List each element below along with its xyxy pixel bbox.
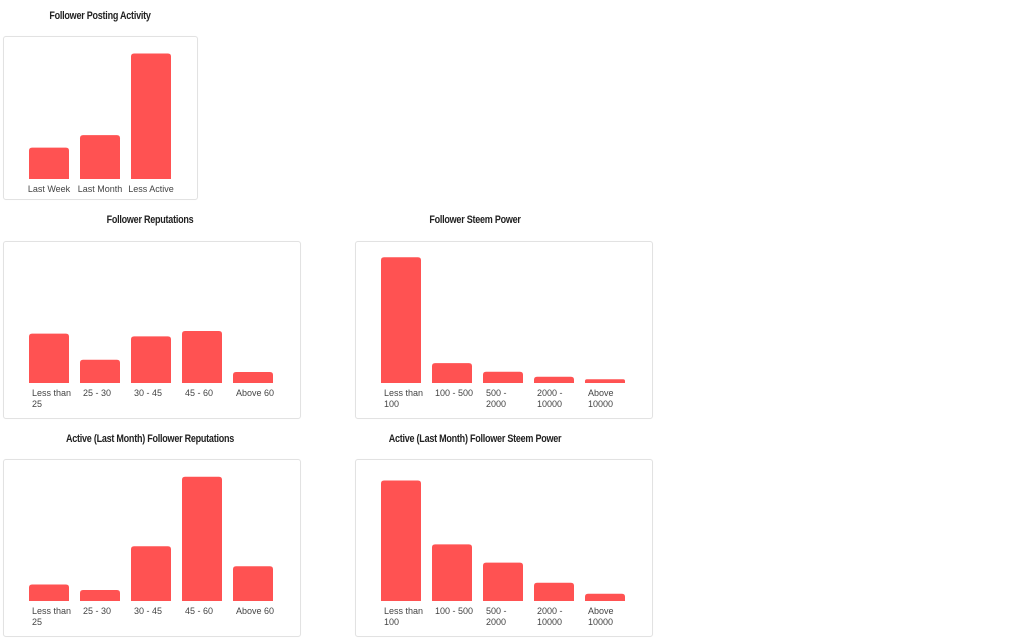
tick-label-active_reputations-2: 30 - 45	[134, 606, 162, 616]
bar-steem_power-2	[483, 371, 523, 383]
tick-label-active_steem_power-2: 500 -2000	[486, 606, 507, 627]
tick-label-active_steem_power-3: 2000 -10000	[537, 606, 563, 627]
tick-label-active_steem_power-0: Less than 100	[384, 606, 423, 627]
tick-label-reputations-2: 30 - 45	[134, 388, 162, 398]
tick-label-steem_power-2: 500 -2000	[486, 388, 507, 409]
bar-active_reputations-4	[233, 566, 273, 601]
chart-svg-active-reputations: Less than 25 25 - 30 30 - 45 45 - 60 Above 60	[29, 476, 274, 627]
tick-label-posting-0: Last Week	[28, 184, 71, 194]
bar-active_reputations-2	[131, 546, 171, 601]
bar-reputations-3	[182, 330, 222, 383]
bar-active_reputations-1	[80, 590, 120, 601]
chart-panel-active-reputations: Less than 25 25 - 30 30 - 45 45 - 60 Above 60	[3, 459, 301, 637]
chart-panel-reputations: Less than 25 25 - 30 30 - 45 45 - 60 Above 60	[3, 241, 301, 419]
bar-reputations-4	[233, 372, 273, 383]
tick-label-reputations-3: 45 - 60	[185, 388, 213, 398]
bar-active_steem_power-4	[585, 593, 625, 601]
chart-panel-steem-power: Less than 100 100 - 500 500 -2000 2000 -1000…	[355, 241, 653, 419]
bar-steem_power-4	[585, 379, 625, 383]
chart-svg-posting: Last Week Last Month Less Active	[28, 53, 174, 194]
bar-steem_power-3	[534, 376, 574, 383]
chart-panel-active-steem-power: Less than 100 100 - 500 500 -2000 2000 -1000…	[355, 459, 653, 637]
bar-reputations-0	[29, 333, 69, 383]
tick-label-active_reputations-3: 45 - 60	[185, 606, 213, 616]
bar-reputations-1	[80, 359, 120, 383]
chart-svg-steem-power: Less than 100 100 - 500 500 -2000 2000 -1000…	[381, 257, 625, 409]
bar-posting-1	[80, 135, 120, 179]
bar-reputations-2	[131, 336, 171, 383]
tick-label-reputations-0: Less than 25	[32, 388, 71, 409]
bar-active_steem_power-3	[534, 582, 574, 601]
tick-label-reputations-4: Above 60	[236, 388, 274, 398]
chart-title-steem-power: Follower Steem Power	[429, 214, 521, 226]
bar-posting-0	[29, 147, 69, 179]
chart-panel-posting: Last Week Last Month Less Active	[3, 36, 198, 200]
bar-steem_power-0	[381, 257, 421, 383]
chart-svg-active-steem-power: Less than 100 100 - 500 500 -2000 2000 -1000…	[381, 480, 625, 627]
bar-active_reputations-0	[29, 584, 69, 601]
tick-label-steem_power-1: 100 - 500	[435, 388, 473, 398]
tick-label-active_reputations-1: 25 - 30	[83, 606, 111, 616]
tick-label-posting-2: Less Active	[128, 184, 174, 194]
bar-posting-2	[131, 53, 171, 179]
chart-title-reputations: Follower Reputations	[106, 214, 194, 226]
chart-title-posting: Follower Posting Activity	[49, 10, 151, 22]
tick-label-steem_power-4: Above 10000	[588, 388, 614, 409]
chart-title-active-reputations: Active (Last Month) Follower Reputations	[65, 433, 235, 445]
tick-label-posting-1: Last Month	[78, 184, 123, 194]
tick-label-active_steem_power-1: 100 - 500	[435, 606, 473, 616]
bar-active_steem_power-0	[381, 480, 421, 601]
tick-label-active_reputations-4: Above 60	[236, 606, 274, 616]
chart-svg-reputations: Less than 25 25 - 30 30 - 45 45 - 60 Above 60	[29, 330, 274, 409]
tick-label-active_reputations-0: Less than 25	[32, 606, 71, 627]
bar-active_steem_power-1	[432, 544, 472, 601]
tick-label-active_steem_power-4: Above 10000	[588, 606, 614, 627]
bar-active_steem_power-2	[483, 562, 523, 601]
tick-label-steem_power-3: 2000 -10000	[537, 388, 563, 409]
bar-steem_power-1	[432, 363, 472, 383]
bar-active_reputations-3	[182, 476, 222, 601]
chart-title-active-steem-power: Active (Last Month) Follower Steem Power	[388, 433, 562, 445]
tick-label-reputations-1: 25 - 30	[83, 388, 111, 398]
tick-label-steem_power-0: Less than 100	[384, 388, 423, 409]
